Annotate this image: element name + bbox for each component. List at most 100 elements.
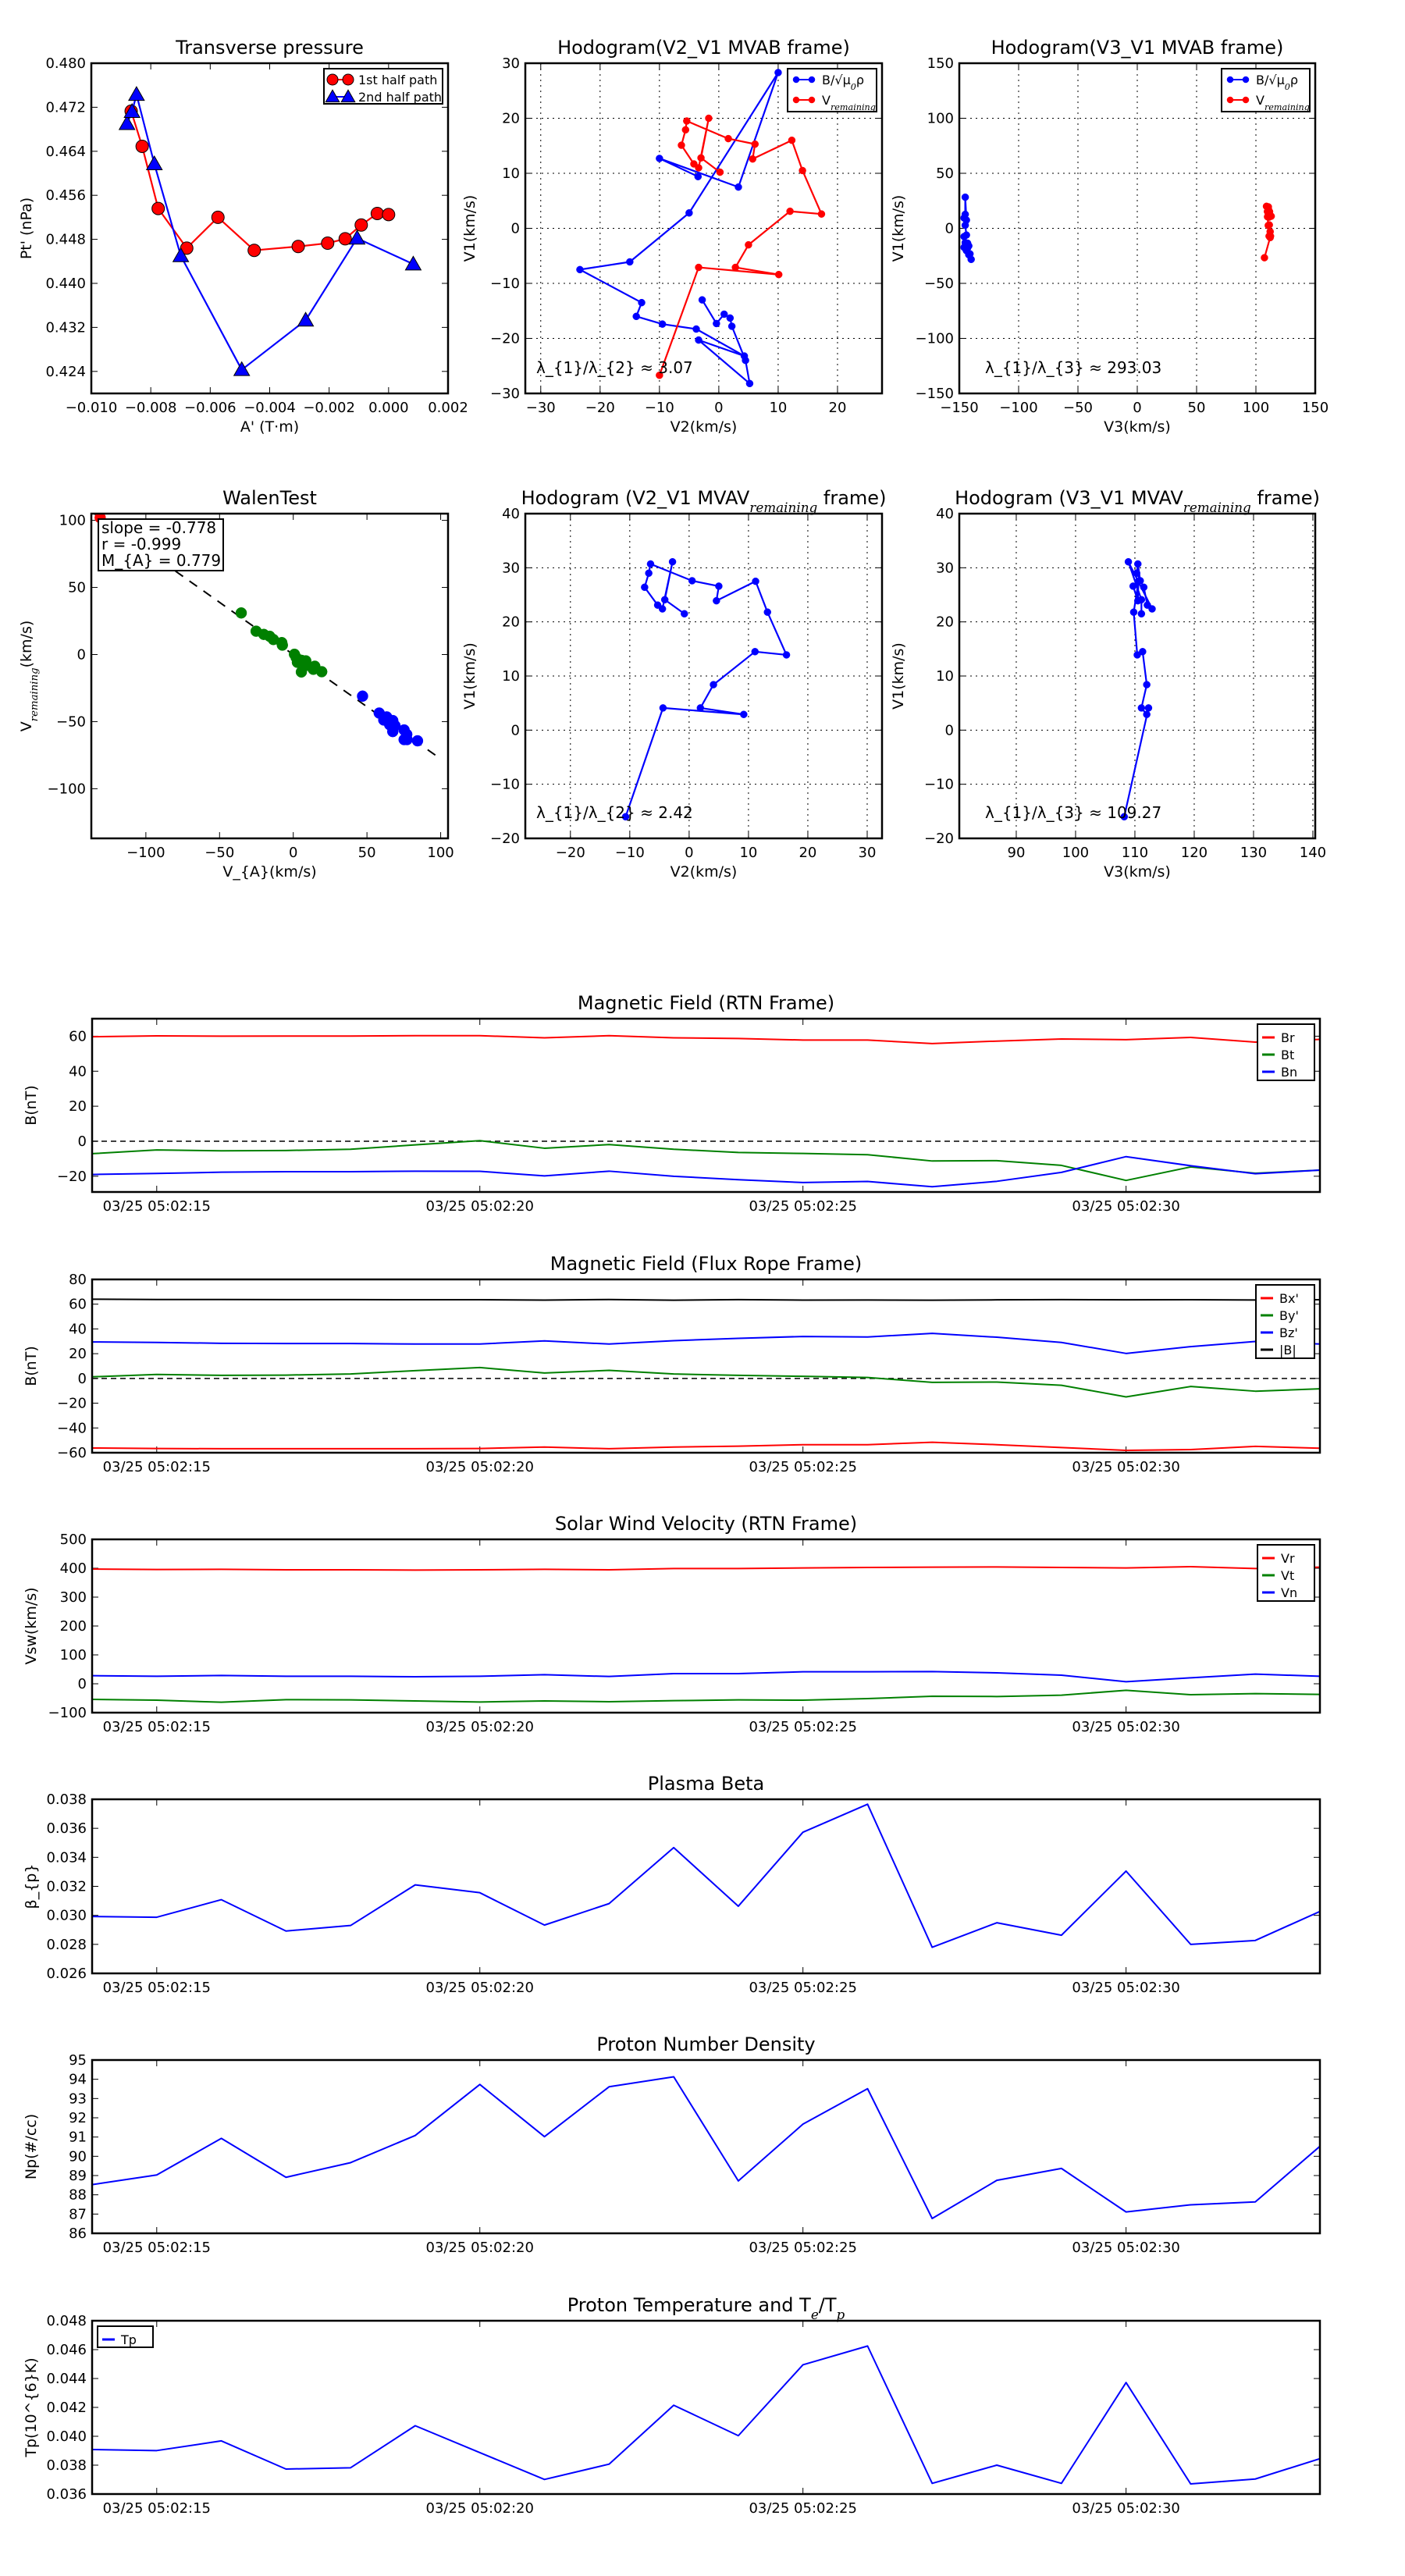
data-point	[961, 239, 969, 247]
chart-11: Proton Temperature and Te/Tp 03/25 05:02:…	[23, 2294, 1321, 2517]
series-by-	[92, 1366, 1320, 1398]
y-tick-label: 0.424	[45, 364, 86, 380]
y-tick-label: 30	[936, 560, 954, 576]
axes-frame	[90, 62, 450, 395]
data-point	[726, 314, 735, 322]
x-tick-label: 03/25 05:02:25	[749, 1980, 856, 1996]
series-vt	[92, 1689, 1320, 1703]
legend-label: Vremaining	[1256, 93, 1310, 112]
series-line	[92, 1034, 1320, 1044]
axes-frame	[91, 1538, 1321, 1714]
axes-frame	[91, 1017, 1321, 1194]
series-line	[92, 1298, 1320, 1301]
x-tick-label: 03/25 05:02:25	[749, 2240, 856, 2256]
y-tick-label: −20	[490, 831, 520, 847]
data-point	[321, 237, 335, 251]
legend-label: Vn	[1281, 1585, 1297, 1600]
x-tick-label: 03/25 05:02:30	[1072, 2500, 1179, 2517]
data-point	[713, 319, 720, 328]
data-point	[645, 569, 653, 578]
data-point	[1134, 596, 1142, 605]
y-tick-label: 0.032	[46, 1879, 87, 1895]
series-line	[92, 2345, 1320, 2485]
series-line	[624, 560, 788, 817]
data-point	[692, 325, 700, 333]
y-tick-label: 86	[69, 2226, 87, 2242]
data-point	[357, 690, 368, 703]
data-point	[659, 704, 667, 712]
x-tick-label: −0.004	[244, 400, 296, 416]
x-tick-label: 0.002	[428, 400, 468, 416]
legend: Tp	[97, 2325, 154, 2348]
data-point	[1133, 569, 1140, 578]
data-point	[745, 240, 752, 249]
data-point	[1129, 582, 1137, 590]
series-bn	[92, 1155, 1320, 1188]
data-point	[696, 704, 705, 712]
y-tick-label: 0	[78, 1371, 87, 1387]
data-point	[656, 371, 663, 379]
chart-title: Hodogram (V2_V1 MVAVremaining frame)	[521, 487, 887, 515]
y-tick-label: −30	[490, 386, 520, 402]
data-point	[656, 155, 663, 162]
data-point	[660, 596, 669, 603]
stats-line: M_{A} = 0.779	[101, 551, 221, 570]
x-tick-label: −0.002	[303, 400, 355, 416]
axes-frame	[524, 62, 884, 395]
y-tick-label: 0	[78, 1676, 87, 1692]
chart-3: WalenTest −100 −50 0 50 100 −100 −50 0 50 100 V_{A}…	[18, 487, 454, 881]
legend-marker	[326, 73, 339, 86]
legend-marker	[792, 96, 800, 104]
y-tick-label: 20	[69, 1098, 87, 1115]
x-tick-label: 0	[1133, 400, 1141, 416]
y-tick-label: 88	[69, 2187, 87, 2204]
x-tick-label: 03/25 05:02:30	[1072, 2240, 1179, 2256]
x-axis-label: V_{A}(km/s)	[222, 863, 316, 881]
y-tick-label: 40	[69, 1321, 87, 1337]
legend: Br Bt Bn	[1257, 1023, 1315, 1081]
y-tick-label: 60	[69, 1297, 87, 1313]
x-tick-label: 90	[1008, 845, 1026, 861]
series-2nd-half-path	[118, 86, 422, 376]
data-point	[751, 648, 759, 656]
data-point	[1124, 557, 1133, 566]
legend-marker	[792, 76, 800, 84]
series-line	[92, 1140, 1320, 1182]
chart-7: Magnetic Field (Flux Rope Frame) 03/25 05…	[23, 1253, 1321, 1475]
x-axis-label: V2(km/s)	[670, 863, 738, 881]
x-tick-label: 100	[427, 845, 454, 861]
chart-title: Proton Temperature and Te/Tp	[567, 2294, 845, 2322]
axes-frame	[91, 2319, 1321, 2496]
data-point	[576, 265, 584, 274]
data-point	[774, 270, 783, 279]
data-point	[782, 651, 791, 659]
y-tick-label: 92	[69, 2110, 87, 2126]
data-point	[751, 140, 759, 148]
data-point	[172, 247, 190, 262]
series-b-0-	[960, 193, 975, 264]
data-point	[735, 183, 742, 191]
y-tick-label: −20	[57, 1169, 87, 1185]
y-tick-label: 20	[936, 614, 954, 631]
y-tick-label: 0.038	[46, 1791, 87, 1808]
series--b-	[92, 1298, 1320, 1301]
x-tick-label: 130	[1240, 845, 1267, 861]
y-tick-label: 0	[78, 1133, 87, 1150]
x-axis-label: A' (T·m)	[240, 418, 299, 436]
data-point	[638, 298, 646, 307]
y-tick-label: 0.464	[45, 144, 86, 160]
y-tick-label: −100	[916, 331, 954, 347]
data-point	[370, 206, 384, 220]
y-tick-label: 10	[936, 668, 954, 685]
x-tick-label: 03/25 05:02:30	[1072, 1980, 1179, 1996]
data-point	[626, 258, 634, 266]
plot-area	[92, 1566, 1320, 1703]
y-tick-label: −50	[56, 713, 86, 730]
y-tick-label: 0	[945, 221, 954, 237]
legend-marker	[1242, 96, 1250, 104]
series-line	[92, 1366, 1320, 1398]
data-point	[724, 134, 732, 143]
